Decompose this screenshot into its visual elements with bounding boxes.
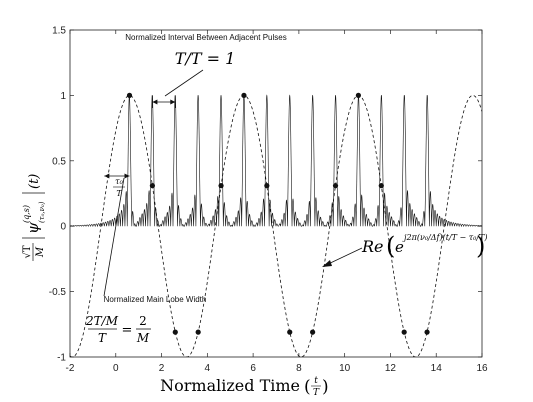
xlabel-frac-num: t (314, 376, 318, 386)
lobe-lhs-num: 2T/M (85, 314, 119, 328)
tau-den: T (116, 189, 122, 198)
y-tick-label: -0.5 (49, 287, 67, 298)
cosine-line (70, 94, 482, 357)
ticks: -2 0 2 4 6 8 10 12 14 16 -1 -0.5 0 0.5 1 1.5 (49, 26, 488, 375)
x-tick-label: 0 (113, 363, 119, 374)
re-label: Re (361, 237, 384, 256)
marker-point (355, 92, 361, 98)
tau-head-right (124, 173, 130, 179)
markers (126, 92, 430, 335)
marker-point (218, 183, 224, 189)
tau-head-left (104, 173, 110, 179)
interval-pointer (164, 69, 204, 97)
interval-head-right (170, 99, 176, 105)
x-axis-label: Normalized Time (160, 376, 300, 395)
re-close-paren: ) (476, 232, 485, 260)
ylabel-scale-den: M (35, 246, 46, 258)
y-tick-label: 1 (60, 91, 66, 102)
dashed-cosine-series (70, 94, 482, 357)
tau-width-arrow (104, 173, 130, 179)
re-pointer-head (322, 260, 332, 267)
pulse-train-series (70, 94, 482, 228)
y-tick-label: 0 (60, 222, 66, 233)
y-axis-label: √T M ψ (q,s) (τ₀,ν₀) (t) (22, 174, 46, 261)
pulse-line (70, 94, 482, 228)
lobe-label: Normalized Main Lobe Width (104, 295, 207, 304)
ylabel-sub: (τ₀,ν₀) (38, 201, 46, 223)
xlabel-frac-den: T (313, 388, 320, 398)
x-tick-label: 4 (205, 363, 211, 374)
marker-point (310, 329, 316, 335)
marker-point (126, 92, 133, 98)
xlabel-open-paren: ( (304, 377, 311, 397)
axes (69, 29, 483, 358)
marker-point (241, 92, 247, 98)
ylabel-psi: ψ (24, 222, 42, 234)
marker-point (424, 329, 430, 335)
y-tick-label: -1 (57, 353, 66, 364)
y-tick-label: 1.5 (52, 26, 66, 37)
interval-formula: T/T = 1 (175, 49, 236, 68)
interval-label: Normalized Interval Between Adjacent Pul… (125, 33, 286, 42)
x-tick-label: 6 (250, 363, 256, 374)
marker-point (149, 183, 155, 189)
x-tick-label: 2 (159, 363, 165, 374)
interval-arrow (152, 96, 176, 108)
marker-point (264, 183, 270, 189)
x-tick-label: 10 (339, 363, 351, 374)
marker-point (172, 329, 178, 335)
marker-point (332, 183, 339, 189)
tau-num: τ₀ (115, 177, 123, 186)
ylabel-scale-num: √T (22, 245, 33, 258)
ylabel-arg: (t) (27, 174, 42, 189)
marker-point (195, 329, 201, 335)
marker-point (378, 183, 384, 189)
lobe-rhs-num: 2 (139, 314, 147, 328)
lobe-rhs-den: M (136, 331, 150, 345)
re-base: e (395, 238, 404, 256)
x-tick-label: 12 (385, 363, 397, 374)
x-tick-label: 14 (431, 363, 443, 374)
marker-point (287, 329, 293, 335)
x-tick-label: -2 (66, 363, 75, 374)
ylabel-sup: (q,s) (22, 205, 31, 223)
re-exponent: j2π(ν₀/Δf)(t/T − τ₀/T) (402, 233, 488, 242)
re-open-paren: ( (386, 232, 395, 260)
marker-point (401, 329, 407, 335)
xlabel-close-paren: ) (322, 377, 329, 397)
lobe-eq: = (122, 323, 133, 338)
x-tick-label: 16 (476, 363, 488, 374)
plot-frame (69, 29, 483, 358)
x-tick-label: 8 (296, 363, 302, 374)
interval-head-left (152, 99, 158, 105)
lobe-pointer (103, 177, 125, 297)
y-tick-label: 0.5 (52, 156, 66, 167)
lobe-lhs-den: T (98, 331, 107, 345)
